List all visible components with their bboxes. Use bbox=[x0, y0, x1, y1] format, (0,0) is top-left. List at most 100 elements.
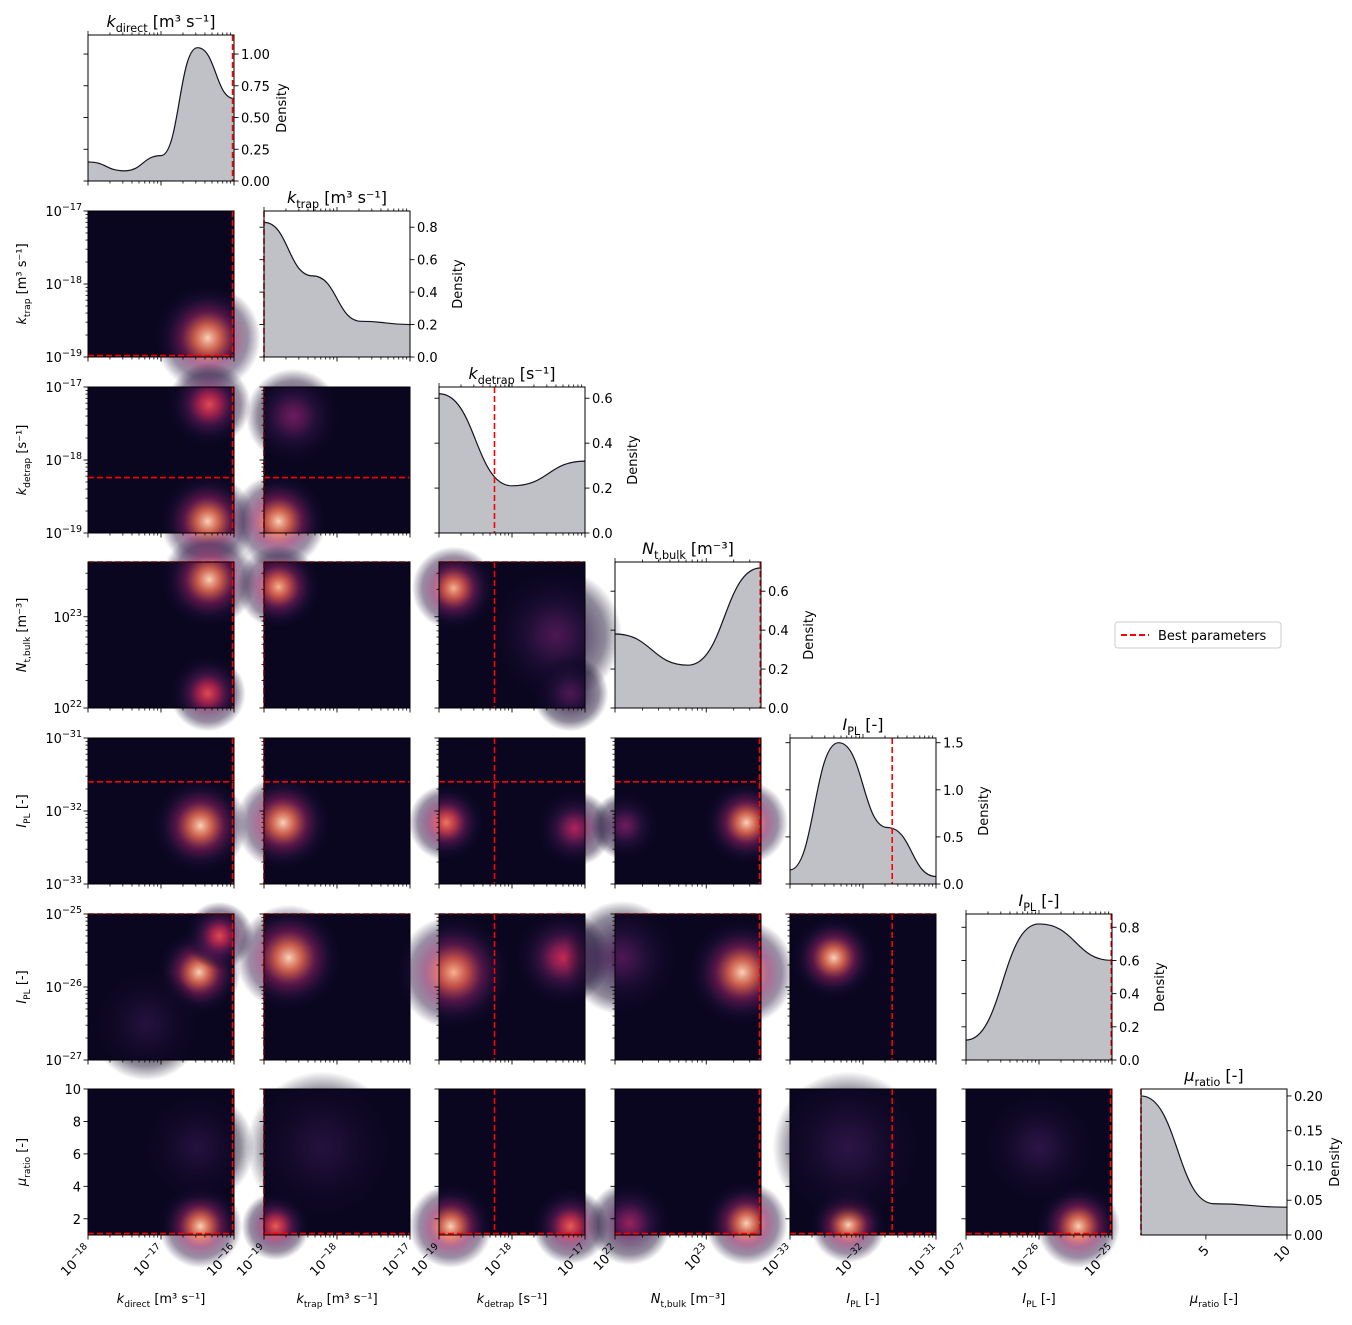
heatmap-hotspot bbox=[532, 1188, 609, 1265]
y-axis-label: ktrap [m³ s⁻¹] bbox=[15, 243, 33, 324]
density-tick-label: 0.00 bbox=[1294, 1229, 1323, 1244]
y-tick-label: 6 bbox=[73, 1148, 81, 1163]
heatmap-hotspot bbox=[396, 915, 511, 1030]
heatmap-hotspot bbox=[152, 778, 248, 874]
heatmap-hotspot bbox=[565, 900, 680, 1015]
density-tick-label: 0.6 bbox=[592, 392, 613, 407]
y-tick-label: 10−18 bbox=[45, 451, 82, 469]
density-tick-label: 1.0 bbox=[943, 784, 964, 799]
heatmap-panel-N_t,bulk-vs-k_trap bbox=[236, 545, 411, 713]
kde-line bbox=[87, 47, 235, 172]
y-axis-label: Nt,bulk [m⁻³] bbox=[15, 598, 33, 673]
panel-frame bbox=[1140, 1088, 1288, 1236]
panel-title: Nt,bulk [m⁻³] bbox=[642, 539, 734, 562]
kde-area bbox=[966, 923, 1112, 1060]
kde-area bbox=[264, 222, 410, 357]
density-tick-label: 0.75 bbox=[241, 80, 270, 95]
density-tick-label: 0.2 bbox=[1119, 1021, 1140, 1036]
kde-area bbox=[88, 47, 234, 181]
y-tick-label: 1022 bbox=[53, 699, 82, 717]
density-tick-label: 0.6 bbox=[1119, 954, 1140, 969]
panel-title: IPL [-] bbox=[842, 715, 883, 738]
heatmap-hotspot bbox=[236, 545, 321, 629]
heatmap-hotspot bbox=[408, 784, 485, 861]
heatmap-hotspot bbox=[246, 1071, 399, 1224]
diagonal-panel-I_PL_1: 0.0 0.5 1.0 1.5 Density IPL [-] bbox=[785, 715, 992, 893]
density-tick-label: 0.4 bbox=[768, 624, 789, 639]
heatmap-panel-N_t,bulk-vs-k_direct: 1022 1023 Nt,bulk [m⁻³] bbox=[15, 532, 257, 732]
kde-area bbox=[439, 393, 585, 533]
density-tick-label: 1.00 bbox=[241, 48, 270, 63]
heatmap-panel-k_detrap-vs-k_direct: 10−19 10−18 10−17 kdetrap [s⁻¹] bbox=[15, 362, 256, 569]
panel-title: ktrap [m³ s⁻¹] bbox=[287, 188, 387, 211]
density-tick-label: 0.4 bbox=[1119, 988, 1140, 1003]
x-tick-label: 10−18 bbox=[305, 1241, 344, 1280]
x-tick-label: 1023 bbox=[680, 1241, 713, 1274]
density-tick-label: 1.5 bbox=[943, 737, 964, 752]
y-tick-label: 10−32 bbox=[45, 802, 82, 820]
heatmap-hotspot bbox=[772, 1071, 925, 1224]
heatmap-panel-k_trap-vs-k_direct: 10−19 10−18 10−17 ktrap [m³ s⁻¹] bbox=[15, 202, 261, 392]
heatmap-panel-k_detrap-vs-k_trap bbox=[231, 368, 411, 569]
density-axis-label: Density bbox=[1328, 1137, 1343, 1187]
heatmap-panel-I_PL_2-vs-I_PL_1 bbox=[785, 913, 937, 1065]
x-tick-label: 10−26 bbox=[1007, 1241, 1046, 1280]
heatmap-hotspot bbox=[140, 1090, 255, 1205]
diagonal-panel-mu_ratio: 0.00 0.05 0.10 0.15 0.20 Density μratio [-] 5 10… bbox=[1140, 1066, 1343, 1310]
diagonal-panel-k_direct: 0.00 0.25 0.50 0.75 1.00 Density kdirect [m³ s… bbox=[83, 12, 290, 190]
y-tick-label: 8 bbox=[73, 1115, 81, 1130]
density-tick-label: 0.00 bbox=[241, 175, 270, 190]
density-tick-label: 0.0 bbox=[592, 527, 613, 542]
heatmap-panel-N_t,bulk-vs-k_detrap bbox=[411, 546, 623, 732]
heatmap-hotspot bbox=[792, 916, 876, 1000]
kde-line bbox=[438, 393, 586, 487]
density-tick-label: 0.0 bbox=[1119, 1054, 1140, 1069]
density-tick-label: 0.5 bbox=[943, 831, 964, 846]
heatmap-panel-I_PL_2-vs-N_t,bulk bbox=[565, 900, 796, 1065]
density-tick-label: 0.2 bbox=[768, 663, 789, 678]
diagonal-panel-I_PL_2: 0.0 0.2 0.4 0.6 0.8 Density IPL [-] bbox=[961, 891, 1168, 1069]
heatmap-hotspot bbox=[411, 546, 496, 631]
y-tick-label: 10−19 bbox=[45, 524, 82, 542]
density-tick-label: 0.10 bbox=[1294, 1159, 1323, 1174]
y-tick-label: 4 bbox=[73, 1180, 81, 1195]
y-tick-label: 1023 bbox=[53, 608, 82, 626]
heatmap-hotspot bbox=[704, 780, 789, 865]
kde-line bbox=[263, 221, 411, 326]
kde-area bbox=[615, 567, 761, 708]
x-axis-label: Nt,bulk [m⁻³] bbox=[651, 1292, 726, 1310]
y-tick-label: 10−17 bbox=[45, 202, 82, 220]
heatmap-panel-I_PL_2-vs-k_direct: 10−27 10−26 10−25 IPL [-] bbox=[15, 901, 254, 1081]
density-tick-label: 0.50 bbox=[241, 112, 270, 127]
y-axis-label: kdetrap [s⁻¹] bbox=[15, 425, 33, 496]
panel-frame bbox=[614, 737, 762, 885]
density-tick-label: 0.0 bbox=[768, 702, 789, 717]
kde-line bbox=[965, 923, 1113, 1041]
x-tick-label: 5 bbox=[1196, 1243, 1212, 1259]
x-tick-label: 10 bbox=[1272, 1243, 1294, 1265]
kde-line bbox=[789, 742, 937, 878]
panel-frame bbox=[614, 561, 762, 709]
density-tick-label: 0.8 bbox=[1119, 921, 1140, 936]
panel-frame bbox=[614, 1088, 762, 1236]
diagonal-panel-k_detrap: 0.0 0.2 0.4 0.6 Density kdetrap [s⁻¹] bbox=[434, 364, 641, 542]
diagonal-panel-k_trap: 0.0 0.2 0.4 0.6 0.8 Density ktrap [m³ s⁻¹] bbox=[259, 188, 466, 366]
heatmap-hotspot bbox=[982, 1090, 1096, 1205]
heatmap-panel-I_PL_1-vs-N_t,bulk bbox=[591, 737, 789, 889]
heatmap-hotspot bbox=[408, 1184, 493, 1268]
density-tick-label: 0.2 bbox=[592, 482, 613, 497]
x-tick-label: 10−27 bbox=[934, 1241, 973, 1280]
heatmap-hotspot bbox=[235, 904, 342, 1011]
y-tick-label: 10−17 bbox=[45, 378, 82, 396]
x-axis-label: μratio [-] bbox=[1189, 1292, 1238, 1310]
kde-line bbox=[614, 567, 762, 666]
heatmap-hotspot bbox=[591, 791, 660, 860]
heatmap-hotspot bbox=[704, 1181, 789, 1266]
heatmap-hotspot bbox=[245, 368, 341, 464]
density-tick-label: 0.25 bbox=[241, 143, 270, 158]
